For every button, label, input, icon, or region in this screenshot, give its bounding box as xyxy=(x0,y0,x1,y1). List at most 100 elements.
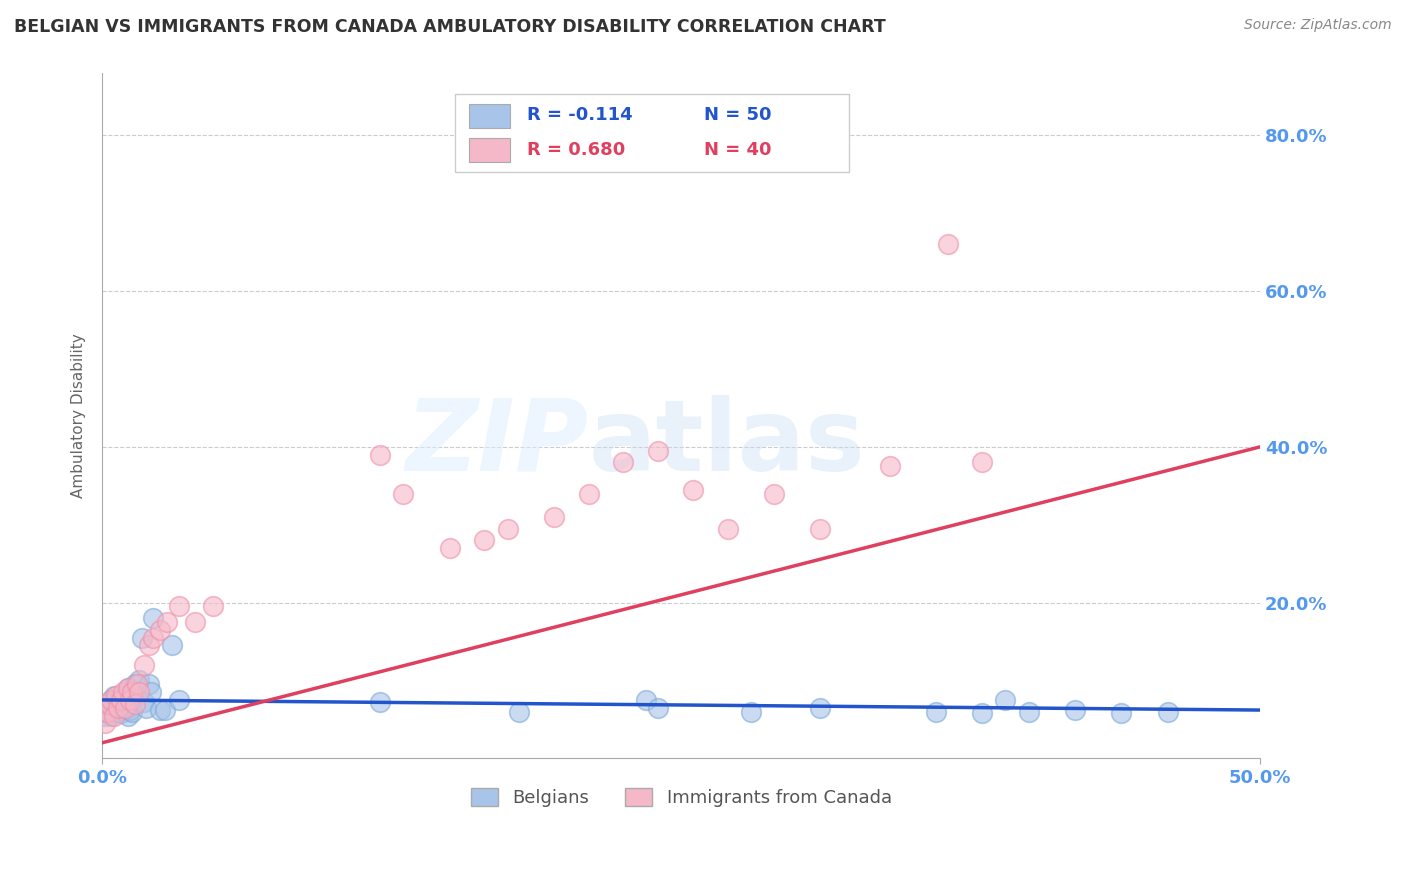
Point xyxy=(138,677,160,691)
Point xyxy=(107,705,129,719)
Point xyxy=(647,700,669,714)
Point xyxy=(972,706,994,721)
Text: N = 40: N = 40 xyxy=(704,141,772,159)
Point xyxy=(496,522,519,536)
Point xyxy=(139,685,162,699)
Point xyxy=(125,677,148,691)
Point xyxy=(392,486,415,500)
FancyBboxPatch shape xyxy=(470,138,510,162)
Point xyxy=(439,541,461,555)
Point xyxy=(202,599,225,614)
Point xyxy=(118,703,141,717)
Y-axis label: Ambulatory Disability: Ambulatory Disability xyxy=(72,334,86,498)
Point xyxy=(105,693,128,707)
Point xyxy=(110,706,132,721)
Point xyxy=(121,685,143,699)
Point xyxy=(93,716,115,731)
Text: R = -0.114: R = -0.114 xyxy=(527,106,633,125)
Point xyxy=(98,697,121,711)
Point xyxy=(114,688,136,702)
Point xyxy=(156,615,179,629)
Point xyxy=(808,522,831,536)
Point xyxy=(124,677,146,691)
Point xyxy=(103,705,125,719)
Point xyxy=(762,486,785,500)
Point xyxy=(103,689,125,703)
Point xyxy=(117,681,139,696)
Point xyxy=(808,700,831,714)
Point xyxy=(107,698,129,713)
Point xyxy=(105,689,128,703)
Point xyxy=(118,693,141,707)
Point xyxy=(117,681,139,696)
FancyBboxPatch shape xyxy=(456,94,849,172)
Point xyxy=(112,690,135,705)
Point xyxy=(1156,705,1178,719)
Point xyxy=(114,697,136,711)
Point xyxy=(114,700,136,714)
Point xyxy=(124,697,146,711)
Point xyxy=(110,693,132,707)
Point xyxy=(117,708,139,723)
Point xyxy=(472,533,495,548)
Point xyxy=(131,631,153,645)
Point xyxy=(132,695,155,709)
Point xyxy=(100,693,122,707)
Point xyxy=(93,708,115,723)
Point xyxy=(128,685,150,699)
Point xyxy=(135,700,157,714)
Point xyxy=(149,703,172,717)
Point xyxy=(98,700,121,714)
Point xyxy=(925,705,948,719)
Point xyxy=(107,700,129,714)
Text: BELGIAN VS IMMIGRANTS FROM CANADA AMBULATORY DISABILITY CORRELATION CHART: BELGIAN VS IMMIGRANTS FROM CANADA AMBULA… xyxy=(14,18,886,36)
Point xyxy=(972,455,994,469)
Point xyxy=(160,639,183,653)
Point xyxy=(1018,705,1040,719)
Point xyxy=(740,705,762,719)
Point xyxy=(103,708,125,723)
Point xyxy=(508,705,530,719)
Point xyxy=(98,697,121,711)
Point xyxy=(994,693,1017,707)
Text: R = 0.680: R = 0.680 xyxy=(527,141,626,159)
Point xyxy=(100,708,122,723)
Point xyxy=(636,693,658,707)
Point xyxy=(153,703,176,717)
FancyBboxPatch shape xyxy=(470,103,510,128)
Point xyxy=(121,705,143,719)
Point xyxy=(149,623,172,637)
Point xyxy=(142,631,165,645)
Point xyxy=(118,693,141,707)
Text: N = 50: N = 50 xyxy=(704,106,772,125)
Point xyxy=(121,685,143,699)
Point xyxy=(112,700,135,714)
Point xyxy=(368,448,391,462)
Point xyxy=(96,705,118,719)
Point xyxy=(132,657,155,672)
Point xyxy=(1064,703,1087,717)
Point xyxy=(936,237,959,252)
Point xyxy=(128,673,150,688)
Point xyxy=(142,611,165,625)
Text: atlas: atlas xyxy=(589,394,865,491)
Point xyxy=(96,705,118,719)
Point xyxy=(105,700,128,714)
Point xyxy=(110,695,132,709)
Point xyxy=(167,599,190,614)
Text: ZIP: ZIP xyxy=(405,394,589,491)
Point xyxy=(112,685,135,699)
Point xyxy=(612,455,634,469)
Point xyxy=(647,443,669,458)
Point xyxy=(716,522,738,536)
Point xyxy=(100,693,122,707)
Text: Source: ZipAtlas.com: Source: ZipAtlas.com xyxy=(1244,18,1392,32)
Point xyxy=(368,695,391,709)
Point xyxy=(543,509,565,524)
Point xyxy=(1109,706,1132,721)
Point xyxy=(138,639,160,653)
Legend: Belgians, Immigrants from Canada: Belgians, Immigrants from Canada xyxy=(464,780,898,814)
Point xyxy=(879,459,901,474)
Point xyxy=(682,483,704,497)
Point xyxy=(125,689,148,703)
